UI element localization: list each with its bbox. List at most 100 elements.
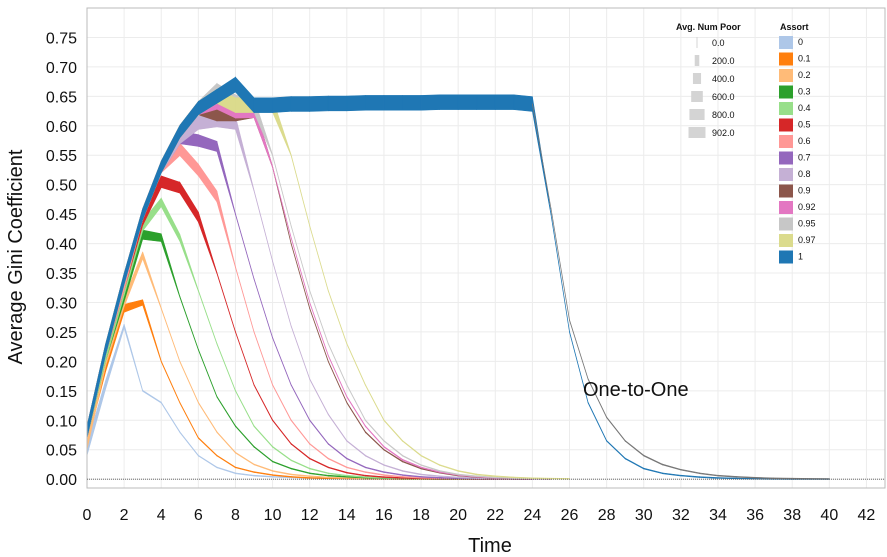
series-segment	[198, 401, 218, 434]
series-segment	[198, 211, 218, 274]
series-segment	[216, 466, 236, 475]
series-segment	[346, 395, 366, 428]
series-segment	[346, 95, 366, 112]
x-tick-label: 10	[264, 507, 282, 524]
series-segment	[290, 459, 310, 470]
series-segment	[662, 463, 682, 471]
x-tick-label: 20	[449, 507, 467, 524]
series-assort-0	[86, 323, 496, 480]
series-segment	[346, 439, 366, 457]
x-tick-label: 6	[194, 507, 203, 524]
series-assort-one-to-one-alt	[532, 103, 830, 480]
series-segment	[253, 474, 273, 478]
series-segment	[569, 319, 589, 380]
series-segment	[439, 464, 459, 472]
series-segment	[198, 454, 218, 469]
legend-color-swatch	[779, 52, 793, 66]
legend-size-swatch	[689, 109, 705, 120]
series-segment	[513, 94, 533, 112]
series-segment	[309, 301, 329, 356]
series-segment	[587, 402, 607, 442]
series-segment	[402, 95, 422, 111]
legend-color-swatch	[779, 217, 793, 231]
series-segment	[235, 390, 255, 427]
series-segment	[680, 474, 700, 478]
series-segment	[365, 95, 385, 111]
series-segment	[365, 471, 385, 476]
series-segment	[309, 442, 329, 460]
series-segment	[142, 389, 162, 404]
series-segment	[420, 94, 440, 111]
legend-color-swatch	[779, 118, 793, 132]
series-segment	[198, 290, 218, 345]
series-segment	[272, 470, 292, 476]
y-tick-labels: 0.00 0.05 0.10 0.15 0.20 0.25 0.30 0.35 0.40 0.45…	[46, 30, 77, 489]
series-segment	[253, 445, 273, 463]
y-tick-label: 0.15	[46, 384, 77, 401]
legend-color-label: 0.97	[798, 235, 816, 245]
series-segment	[457, 94, 478, 110]
legend-size-label: 600.0	[712, 92, 735, 102]
legend-size-label: 0.0	[712, 38, 725, 48]
plot-frame	[86, 7, 886, 489]
x-tick-label: 38	[783, 507, 801, 524]
series-segment	[680, 468, 700, 475]
series-segment	[160, 175, 181, 194]
y-tick-label: 0.40	[46, 237, 77, 254]
legend-size-swatch	[694, 55, 700, 66]
series-segment	[179, 295, 199, 351]
legend-color-label: 0.8	[798, 169, 811, 179]
series-segment	[235, 451, 255, 466]
series-segment	[179, 360, 199, 404]
legend-size-swatch	[696, 37, 698, 48]
legend-color-label: 0.9	[798, 186, 811, 196]
x-tick-label: 4	[157, 507, 166, 524]
series-segment	[309, 378, 329, 415]
series-segment	[439, 94, 459, 110]
x-tick-label: 18	[412, 507, 430, 524]
legend-size-label: 902.0	[712, 128, 735, 138]
x-tick-label: 2	[120, 507, 129, 524]
series-segment	[476, 94, 496, 110]
legend-color-label: 0.7	[798, 153, 811, 163]
series-segment	[346, 457, 366, 469]
legend-size-label: 800.0	[712, 110, 735, 120]
series-assort-1	[86, 76, 830, 480]
x-tick-label: 16	[375, 507, 393, 524]
series-assort-0.1	[86, 299, 515, 480]
series-segment	[253, 471, 273, 476]
x-tick-label: 12	[301, 507, 319, 524]
y-tick-label: 0.55	[46, 148, 77, 165]
x-tick-label: 26	[561, 507, 579, 524]
y-tick-label: 0.45	[46, 207, 77, 224]
series-segment	[198, 436, 218, 457]
series-segment	[346, 343, 366, 386]
series-segment	[327, 442, 348, 460]
series-segment	[290, 96, 310, 112]
legend-color-swatch	[779, 250, 793, 264]
series-segment	[383, 95, 403, 111]
legend-avg-num-poor: Avg. Num Poor 0.0 200.0 400.0 600.0 800.0 902…	[676, 22, 741, 138]
series-segment	[272, 96, 292, 113]
x-tick-label: 34	[709, 507, 727, 524]
legend-color-label: 0.4	[798, 103, 811, 113]
series-segment	[272, 260, 292, 327]
y-tick-label: 0.20	[46, 354, 77, 371]
series-segment	[290, 154, 310, 227]
legend-size-label: 400.0	[712, 74, 735, 84]
series-layer	[86, 76, 830, 480]
legend-color-label: 0.6	[798, 136, 811, 146]
series-segment	[383, 464, 403, 472]
legend-size-swatch	[691, 91, 703, 102]
series-segment	[160, 401, 181, 434]
series-segment	[327, 343, 348, 386]
series-segment	[402, 439, 422, 457]
series-segment	[365, 424, 385, 448]
series-segment	[235, 424, 255, 448]
legend-color-swatch	[779, 69, 793, 82]
series-segment	[346, 466, 366, 473]
series-segment	[235, 213, 255, 280]
y-tick-label: 0.65	[46, 89, 77, 106]
series-segment	[327, 413, 348, 443]
series-segment	[365, 454, 385, 466]
